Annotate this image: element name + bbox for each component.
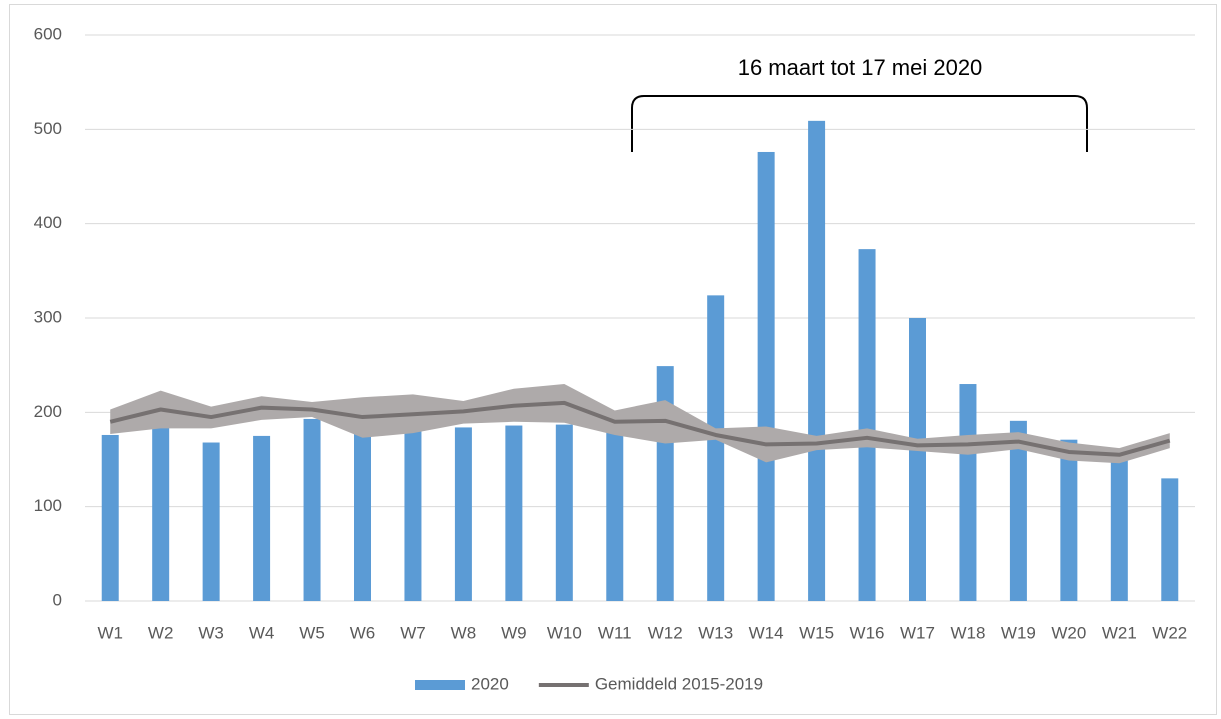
bar <box>707 295 725 601</box>
x-tick-label: W12 <box>648 623 683 642</box>
bar <box>505 425 523 601</box>
bar <box>1009 420 1027 601</box>
x-tick-label: W16 <box>850 623 885 642</box>
bar <box>303 418 321 601</box>
x-tick-label: W2 <box>148 623 174 642</box>
x-tick-label: W3 <box>198 623 224 642</box>
x-tick-label: W7 <box>400 623 426 642</box>
x-tick-label: W20 <box>1051 623 1086 642</box>
bar <box>454 427 472 601</box>
bar <box>101 434 119 601</box>
line <box>109 400 1171 457</box>
bar <box>858 249 876 602</box>
bar <box>959 384 977 601</box>
x-tick-label: W1 <box>97 623 123 642</box>
y-tick-label: 500 <box>34 119 62 138</box>
x-tick-label: W8 <box>451 623 477 642</box>
y-tick-label: 100 <box>34 496 62 515</box>
x-tick-label: W14 <box>749 623 784 642</box>
x-tick-label: W22 <box>1152 623 1187 642</box>
x-tick-label: W21 <box>1102 623 1137 642</box>
legend-label: 2020 <box>471 674 509 693</box>
x-tick-label: W5 <box>299 623 325 642</box>
bar <box>404 421 422 601</box>
bar <box>757 151 775 601</box>
y-tick-label: 200 <box>34 402 62 421</box>
y-tick-label: 400 <box>34 213 62 232</box>
legend-label: Gemiddeld 2015-2019 <box>595 674 763 693</box>
bar <box>1060 439 1078 601</box>
bar <box>555 424 573 601</box>
x-tick-label: W15 <box>799 623 834 642</box>
bar <box>1161 478 1179 601</box>
x-tick-label: W10 <box>547 623 582 642</box>
bar <box>354 424 371 601</box>
x-tick-label: W6 <box>350 623 376 642</box>
y-tick-label: 600 <box>34 24 62 43</box>
bar <box>202 442 220 601</box>
y-tick-label: 0 <box>53 590 62 609</box>
y-tick-label: 300 <box>34 307 62 326</box>
legend-swatch <box>415 680 465 690</box>
x-tick-label: W9 <box>501 623 527 642</box>
x-tick-label: W18 <box>950 623 985 642</box>
bar <box>909 318 926 601</box>
x-tick-label: W13 <box>698 623 733 642</box>
chart-border <box>9 4 1217 715</box>
annotation: 16 maart tot 17 mei 2020 <box>738 55 983 80</box>
x-tick-label: W4 <box>249 623 275 642</box>
x-tick-label: W19 <box>1001 623 1036 642</box>
bar <box>152 427 170 601</box>
bar <box>253 435 271 601</box>
x-tick-label: W17 <box>900 623 935 642</box>
annotation-bracket <box>631 95 1088 152</box>
bar <box>808 120 826 602</box>
x-tick-label: W11 <box>598 623 632 642</box>
bar <box>606 424 624 601</box>
bar <box>1110 454 1128 601</box>
